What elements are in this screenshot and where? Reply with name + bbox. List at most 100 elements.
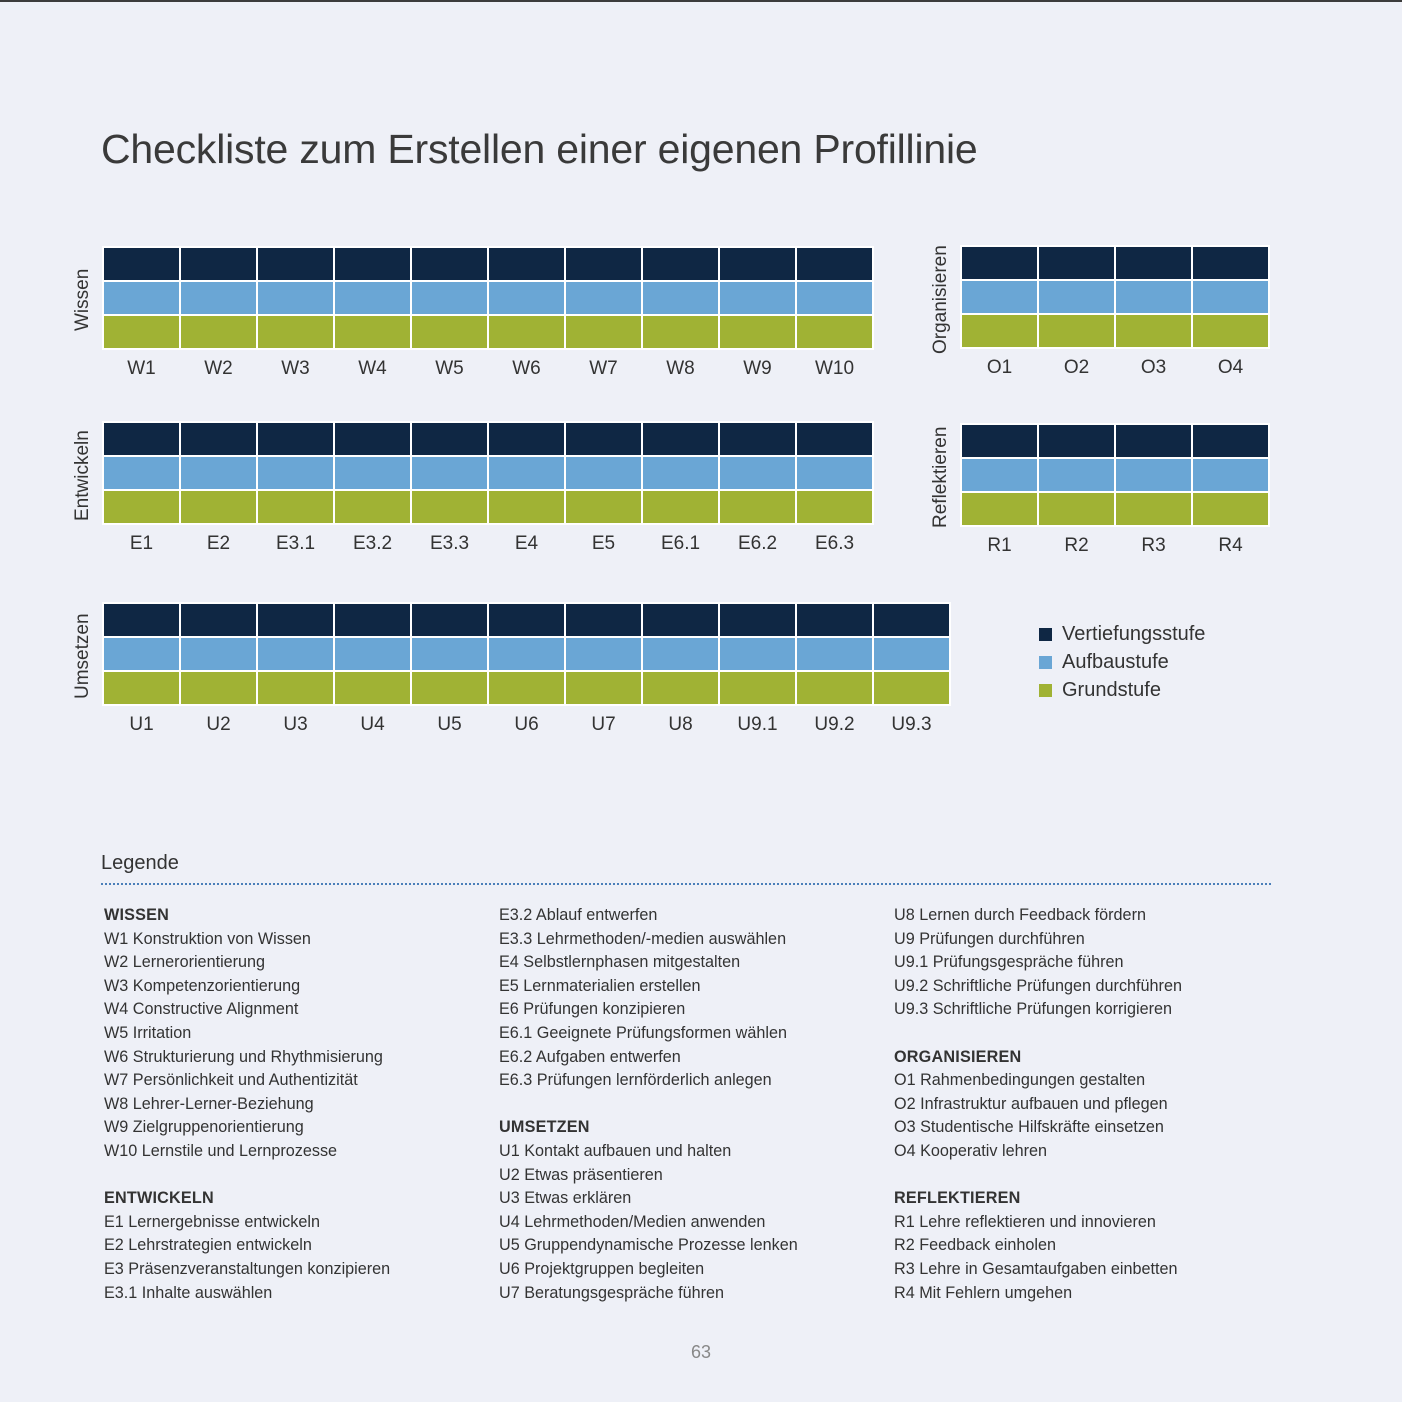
- legend-entry: U9 Prüfungen durchführen: [894, 929, 1085, 948]
- page-number: 63: [690, 1342, 712, 1362]
- column-label: O1: [986, 357, 1013, 378]
- column-label: E3.2: [352, 533, 393, 554]
- dotted-divider: [101, 883, 1271, 885]
- organisieren-cells: [960, 245, 1270, 349]
- level-cell: [335, 604, 410, 636]
- level-cell: [335, 457, 410, 489]
- column-label: U1: [129, 714, 154, 735]
- level-cell: [1116, 281, 1191, 313]
- column-label: W1: [127, 358, 156, 379]
- level-cell: [566, 672, 641, 704]
- level-cell: [335, 672, 410, 704]
- column-label: R2: [1064, 535, 1089, 556]
- legend-entry: E4 Selbstlernphasen mitgestalten: [499, 953, 741, 972]
- level-cell: [566, 491, 641, 523]
- legend-entry: O2 Infrastruktur aufbauen und pflegen: [894, 1094, 1168, 1113]
- level-cell: [1116, 315, 1191, 347]
- column-label: W9: [743, 358, 772, 379]
- level-cell: [104, 282, 179, 314]
- column-label: W5: [435, 358, 464, 379]
- level-cell: [258, 457, 333, 489]
- column-label: E6.2: [737, 533, 778, 554]
- column-label: U8: [668, 714, 693, 735]
- key-label: Vertiefungsstufe: [1062, 622, 1206, 645]
- level-cell: [1116, 425, 1191, 457]
- level-key: Vertiefungsstufe Aufbaustufe Grundstufe: [1039, 620, 1205, 704]
- key-aufbaustufe: Aufbaustufe: [1039, 648, 1205, 676]
- level-cell: [797, 672, 872, 704]
- legend-entry: E1 Lernergebnisse entwickeln: [104, 1212, 320, 1231]
- legend-column-3: U8 Lernen durch Feedback fördern U9 Prüfu…: [894, 904, 1182, 1305]
- organisieren-row-label: Organisieren: [930, 244, 951, 354]
- column-label: W4: [358, 358, 387, 379]
- key-vertiefungsstufe: Vertiefungsstufe: [1039, 620, 1205, 648]
- level-cell: [412, 457, 487, 489]
- key-grundstufe: Grundstufe: [1039, 676, 1205, 704]
- level-cell: [104, 672, 179, 704]
- legend-entry: W3 Kompetenzorientierung: [104, 976, 301, 995]
- column-label: E3.1: [275, 533, 316, 554]
- column-label: U4: [360, 714, 385, 735]
- legend-entry: W4 Constructive Alignment: [104, 1000, 299, 1019]
- level-cell: [104, 457, 179, 489]
- spacer: [894, 1022, 1182, 1046]
- legend-entry: U8 Lernen durch Feedback fördern: [894, 906, 1146, 924]
- level-cell: [412, 248, 487, 280]
- column-label: U6: [514, 714, 539, 735]
- section-heading-entwickeln: ENTWICKELN: [104, 1189, 214, 1208]
- wissen-list: W1 Konstruktion von Wissen W2 Lernerorien…: [104, 928, 390, 1164]
- square-icon: [1039, 627, 1052, 641]
- level-cell: [258, 282, 333, 314]
- column-label: U5: [437, 714, 462, 735]
- legend-entry: U9.3 Schriftliche Prüfungen korrigieren: [894, 1000, 1173, 1019]
- legend-entry: W1 Konstruktion von Wissen: [104, 929, 311, 948]
- column-label: O2: [1063, 357, 1090, 378]
- level-cell: [335, 491, 410, 523]
- level-cell: [181, 638, 256, 670]
- level-cell: [1039, 425, 1114, 457]
- level-cell: [181, 423, 256, 455]
- legend-entry: R2 Feedback einholen: [894, 1236, 1056, 1255]
- level-cell: [181, 672, 256, 704]
- legend-entry: E5 Lernmaterialien erstellen: [499, 976, 701, 995]
- level-cell: [181, 316, 256, 348]
- column-label: U9.2: [814, 714, 855, 735]
- entwickeln-row-label: Entwickeln: [72, 429, 93, 521]
- level-cell: [720, 316, 795, 348]
- level-cell: [1039, 281, 1114, 313]
- level-cell: [566, 248, 641, 280]
- wissen-column-labels: W1 W2 W3 W4 W5 W6 W7 W8 W9 W10: [103, 358, 873, 380]
- entwickeln-list-cont: E3.2 Ablauf entwerfen E3.3 Lehrmethoden/-…: [499, 904, 798, 1093]
- level-cell: [720, 638, 795, 670]
- level-cell: [874, 638, 949, 670]
- column-label: E6.3: [814, 533, 855, 554]
- legend-entry: U3 Etwas erklären: [499, 1189, 632, 1208]
- column-label: E6.1: [660, 533, 701, 554]
- level-cell: [489, 638, 564, 670]
- level-cell: [258, 638, 333, 670]
- level-cell: [489, 672, 564, 704]
- legend-entry: W8 Lehrer-Lerner-Beziehung: [104, 1094, 314, 1113]
- legend-entry: U7 Beratungsgespräche führen: [499, 1283, 724, 1302]
- legend-entry: O1 Rahmenbedingungen gestalten: [894, 1071, 1146, 1090]
- column-label: W7: [589, 358, 618, 379]
- section-heading-wissen: WISSEN: [104, 906, 170, 924]
- legend-entry: U5 Gruppendynamische Prozesse lenken: [499, 1236, 798, 1255]
- level-cell: [566, 316, 641, 348]
- column-label: R3: [1141, 535, 1166, 556]
- reflektieren-list: R1 Lehre reflektieren und innovieren R2 F…: [894, 1211, 1182, 1305]
- level-cell: [412, 282, 487, 314]
- level-cell: [489, 282, 564, 314]
- umsetzen-list-cont: U8 Lernen durch Feedback fördern U9 Prüfu…: [894, 904, 1182, 1022]
- level-cell: [412, 604, 487, 636]
- column-label: U9.3: [891, 714, 932, 735]
- level-cell: [643, 248, 718, 280]
- level-cell: [104, 604, 179, 636]
- level-cell: [643, 604, 718, 636]
- legend-entry: W5 Irritation: [104, 1023, 192, 1042]
- legend-entry: E3.3 Lehrmethoden/-medien auswählen: [499, 929, 787, 948]
- column-label: R4: [1218, 535, 1243, 556]
- legend-entry: E6.3 Prüfungen lernförderlich anlegen: [499, 1071, 772, 1090]
- legend-entry: E6.2 Aufgaben entwerfen: [499, 1047, 681, 1066]
- level-cell: [962, 493, 1037, 525]
